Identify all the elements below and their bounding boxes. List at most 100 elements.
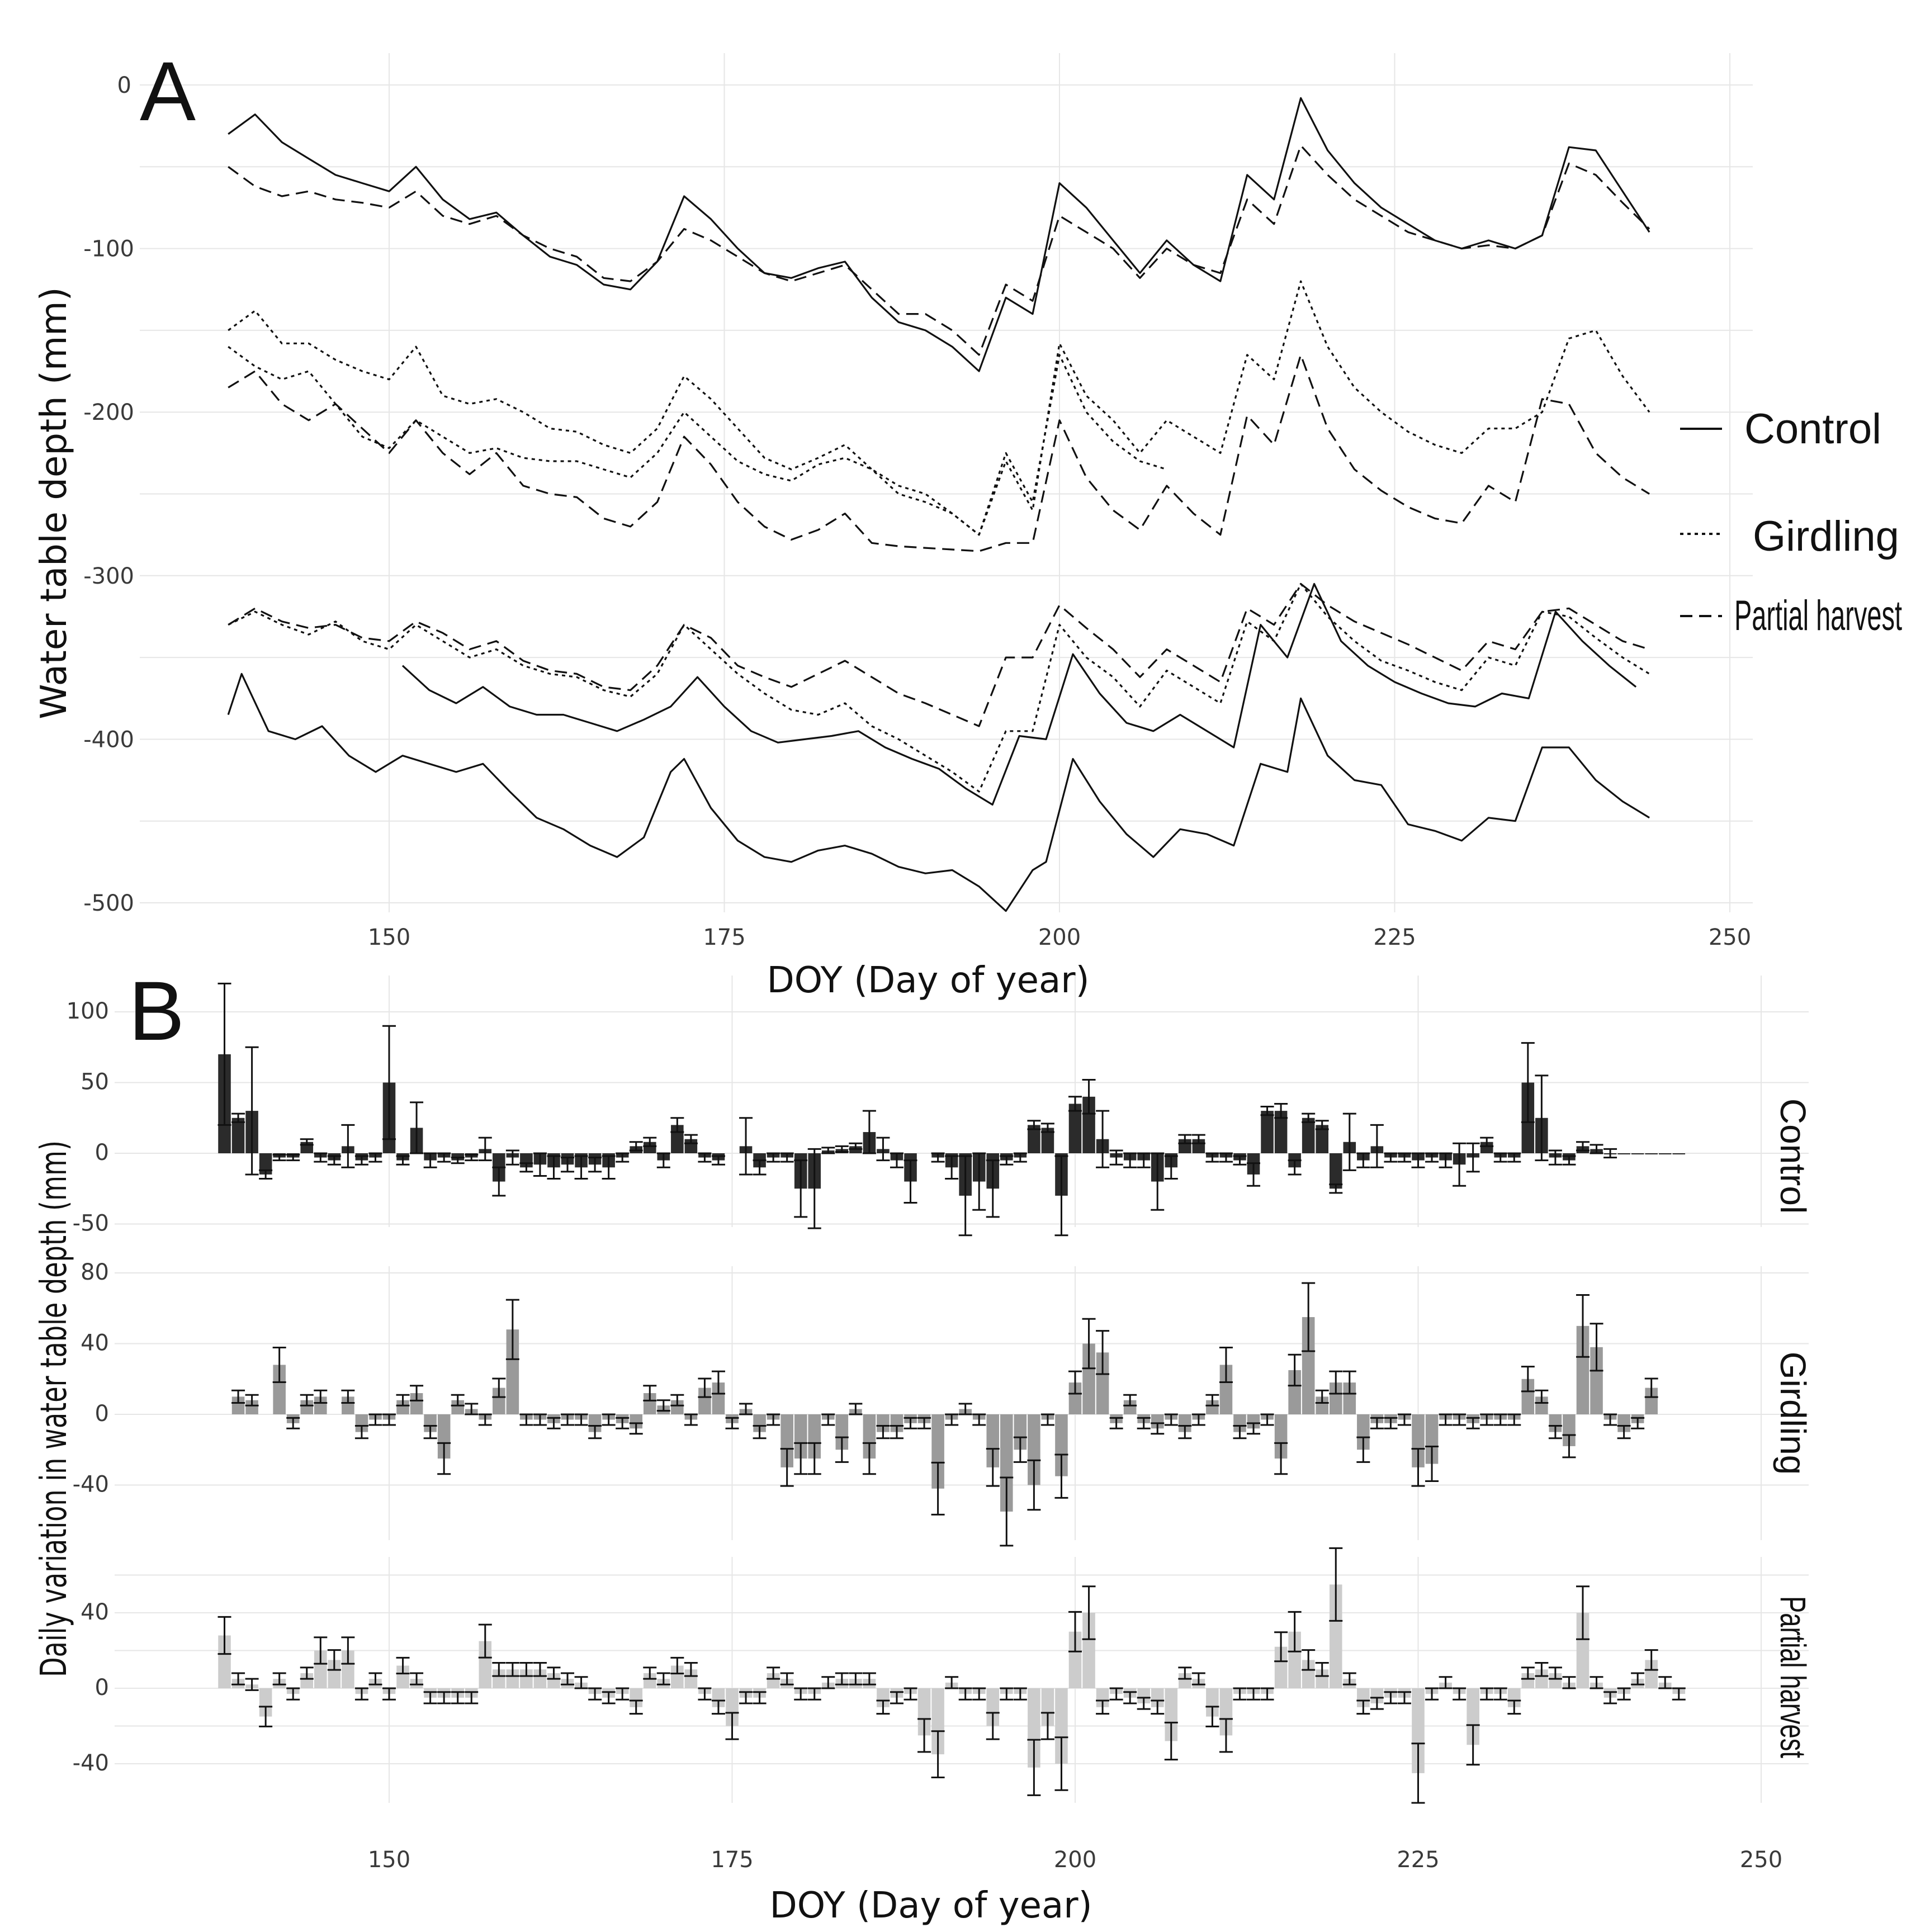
bar	[986, 1414, 1000, 1467]
error-bar	[1054, 1736, 1068, 1791]
error-bar	[958, 1155, 972, 1237]
error-bar	[1205, 1706, 1219, 1727]
y-tick-label: -300	[83, 564, 134, 589]
error-bar	[327, 1649, 341, 1671]
error-bar	[698, 1377, 712, 1398]
bar	[1467, 1688, 1479, 1745]
error-bar	[396, 1656, 410, 1675]
panel-b-facets: 100 50 0 -50 80 40 0 -40 40 0 -40	[67, 976, 1809, 1804]
bar	[1549, 1673, 1562, 1688]
bar	[231, 1396, 245, 1414]
error-bar	[780, 1448, 794, 1487]
bar	[794, 1414, 807, 1459]
error-bar	[519, 1413, 533, 1426]
error-bar	[602, 1691, 616, 1704]
error-bar	[368, 1413, 382, 1426]
error-bar	[341, 1124, 355, 1168]
error-bar	[1219, 1346, 1233, 1383]
error-bar	[341, 1389, 355, 1404]
error-bar	[1370, 1697, 1384, 1710]
error-bar	[1480, 1687, 1494, 1701]
error-bar	[1384, 1691, 1398, 1704]
x-tick-label: 225	[1373, 925, 1416, 950]
error-bar	[1411, 1742, 1425, 1804]
error-bar	[849, 1142, 863, 1150]
bar	[328, 1660, 341, 1688]
error-bar	[1151, 1699, 1165, 1715]
error-bar	[1302, 1112, 1316, 1123]
bar	[1247, 1414, 1260, 1429]
error-bar	[1411, 1152, 1425, 1168]
error-bar	[972, 1152, 986, 1211]
panel-a-gridlines	[140, 53, 1753, 912]
bar	[1068, 1631, 1082, 1688]
bar	[1206, 1400, 1219, 1414]
error-bar	[1068, 1096, 1082, 1112]
bar	[342, 1396, 354, 1414]
error-bar	[1288, 1611, 1302, 1652]
error-bar	[561, 1672, 575, 1685]
error-bar	[1507, 1699, 1521, 1715]
error-bar	[643, 1385, 657, 1401]
error-bar	[1247, 1422, 1261, 1435]
bar	[1261, 1111, 1274, 1153]
error-bar	[1466, 1142, 1480, 1173]
bar	[1028, 1414, 1040, 1485]
bar	[396, 1665, 409, 1688]
error-bar	[945, 1676, 959, 1689]
error-bar	[1040, 1123, 1054, 1133]
bar	[986, 1688, 1000, 1726]
legend: Control Girdling Partial harvest	[1680, 405, 1902, 640]
error-bar	[1493, 1152, 1507, 1163]
bar	[767, 1673, 780, 1688]
error-bar	[259, 1706, 273, 1727]
error-bar	[670, 1656, 684, 1675]
error-bar	[1439, 1413, 1453, 1426]
bar	[1645, 1660, 1658, 1688]
error-bar	[245, 1394, 259, 1407]
bar	[1233, 1414, 1246, 1432]
bar	[1576, 1325, 1590, 1414]
error-bar	[231, 1389, 245, 1404]
x-tick-label: 175	[711, 1847, 753, 1873]
error-bar	[423, 1425, 437, 1439]
error-bar	[656, 1152, 670, 1168]
error-bar	[876, 1699, 890, 1715]
error-bar	[1123, 1152, 1137, 1168]
bar	[1316, 1669, 1329, 1688]
error-bar	[753, 1691, 767, 1704]
bar	[1041, 1128, 1054, 1153]
error-bar	[1453, 1142, 1467, 1187]
bar	[506, 1329, 519, 1414]
error-bar	[1521, 1366, 1535, 1393]
bar	[643, 1393, 656, 1414]
error-bar	[616, 1152, 630, 1163]
error-bar	[1288, 1353, 1302, 1387]
error-bar	[396, 1394, 410, 1407]
error-bar	[1493, 1413, 1507, 1426]
bar	[1576, 1613, 1590, 1688]
error-bar	[1439, 1676, 1453, 1689]
error-bar	[972, 1687, 986, 1701]
error-bar	[767, 1666, 780, 1680]
error-bar	[903, 1159, 917, 1204]
facet-girdling: 80 40 0 -40	[73, 1259, 1809, 1547]
error-bar	[643, 1666, 657, 1680]
error-bar	[1109, 1687, 1123, 1701]
error-bar	[382, 1687, 396, 1701]
error-bar	[629, 1141, 643, 1152]
error-bar	[519, 1162, 533, 1173]
error-bar	[917, 1718, 931, 1753]
y-tick-label: -200	[83, 400, 134, 425]
error-bar	[1027, 1120, 1041, 1130]
error-bar	[465, 1154, 479, 1162]
x-tick-label: 150	[368, 1847, 410, 1873]
y-tick-label: -500	[83, 891, 134, 916]
error-bar	[1027, 1459, 1041, 1511]
bar	[1028, 1125, 1040, 1153]
series-line-dotted	[228, 345, 1167, 536]
bar	[1014, 1414, 1027, 1450]
bar	[712, 1382, 725, 1414]
error-bar	[1658, 1676, 1672, 1689]
error-bar	[1342, 1370, 1356, 1395]
